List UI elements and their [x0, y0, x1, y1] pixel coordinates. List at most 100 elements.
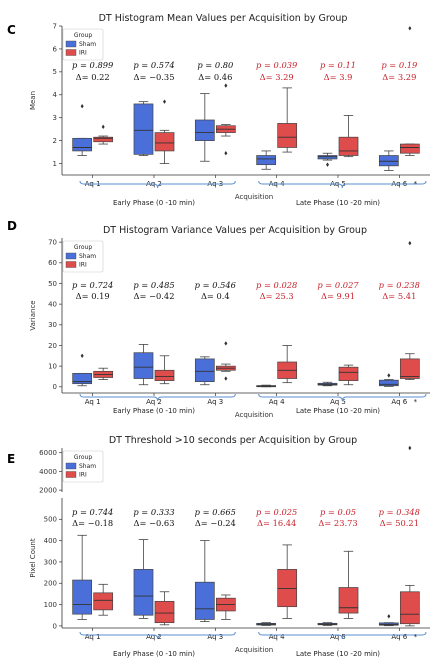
effect-size-label: Δ= 23.73 — [318, 518, 357, 528]
late-phase-label: Late Phase (10 -20 min) — [296, 650, 380, 658]
x-tick-label: Aq 4 — [269, 398, 285, 406]
y-tick-label: 20 — [48, 342, 57, 350]
effect-size-label: Δ= 0.22 — [76, 72, 110, 82]
y-tick-label: 200 — [44, 580, 57, 588]
p-value-label: p = 0.238 — [379, 280, 420, 290]
effect-size-label: Δ= 50.21 — [380, 518, 419, 528]
y-tick-label: 100 — [44, 601, 57, 609]
p-value-label: p = 0.80 — [197, 60, 234, 70]
iri-box-aq6 — [399, 240, 420, 380]
x-tick-label: Aq 4 — [269, 633, 285, 641]
panel-letter: D — [7, 219, 17, 233]
legend-label-iri: IRI — [79, 50, 87, 57]
effect-size-label: Δ= −0.42 — [133, 291, 174, 301]
outlier-point — [101, 124, 105, 130]
effect-size-label: Δ= 5.41 — [382, 291, 416, 301]
iri-box-aq1 — [93, 124, 114, 145]
legend-label-iri: IRI — [79, 262, 87, 269]
y-tick-label: 0 — [53, 622, 57, 630]
sham-box-aq2 — [133, 344, 154, 386]
y-tick-label: 4000 — [39, 468, 57, 476]
x-tick-label: Aq 3 — [207, 398, 223, 406]
outlier-point — [80, 353, 84, 358]
legend-swatch-sham — [65, 252, 77, 260]
iri-box-aq4 — [277, 544, 298, 619]
x-axis-label: Acquisition — [235, 646, 273, 654]
iri-box-aq6 — [399, 26, 420, 156]
legend-label-sham: Sham — [79, 41, 96, 48]
x-tick-label: Aq 6 — [391, 633, 407, 641]
y-tick-label: 2000 — [39, 487, 57, 495]
y-tick-label: 7 — [53, 22, 57, 30]
p-value-label: p = 0.027 — [317, 280, 359, 290]
outlier-point — [224, 341, 228, 346]
outlier-point — [325, 162, 329, 167]
aq6-asterisk: * — [414, 398, 418, 406]
effect-size-label: Δ= 0.19 — [76, 291, 110, 301]
box-iqr — [256, 155, 277, 166]
outlier-point — [408, 445, 412, 451]
panel-c-mean-chart: C DT Histogram Mean Values per Acquisitio… — [7, 13, 430, 207]
outlier-point — [224, 376, 228, 381]
early-phase-label: Early Phase (0 -10 min) — [113, 407, 195, 415]
late-phase-brace — [258, 180, 427, 189]
iri-box-aq2 — [154, 355, 175, 385]
sham-box-aq1 — [72, 534, 93, 620]
legend: Group Sham IRI — [62, 240, 104, 273]
p-value-label: p = 0.724 — [72, 280, 113, 290]
effect-size-label: Δ= 3.29 — [382, 72, 416, 82]
panel-e-threshold-chart: E DT Threshold >10 seconds per Acquisitio… — [7, 435, 430, 658]
sham-box-aq2 — [133, 539, 154, 619]
x-axis-label: Acquisition — [235, 193, 273, 201]
outlier-point — [387, 614, 391, 619]
p-value-label: p = 0.025 — [256, 507, 297, 517]
p-value-label: p = 0.744 — [72, 507, 113, 517]
aq6-asterisk: * — [414, 180, 418, 188]
outlier-point — [408, 240, 412, 246]
x-tick-label: Aq 1 — [85, 398, 101, 406]
legend-swatch-iri — [65, 49, 77, 56]
p-value-label: p = 0.485 — [133, 280, 174, 290]
sham-box-aq4 — [256, 384, 277, 388]
y-tick-label: 6 — [53, 45, 58, 53]
early-phase-brace — [79, 631, 236, 640]
iri-box-aq3 — [215, 83, 236, 156]
iri-box-aq5 — [338, 550, 359, 619]
legend-swatch-iri — [65, 261, 77, 268]
box-iqr — [378, 379, 399, 387]
legend-swatch-sham — [65, 40, 77, 48]
p-value-label: p = 0.899 — [72, 60, 114, 70]
y-tick-label: 0 — [53, 383, 57, 391]
legend-title: Group — [74, 32, 92, 39]
y-tick-label: 60 — [48, 259, 57, 267]
box-iqr — [154, 601, 175, 624]
iri-box-aq6 — [399, 445, 420, 627]
sham-box-aq2 — [133, 101, 154, 156]
effect-size-label: Δ= −0.24 — [195, 518, 236, 528]
y-axis-label: Pixel Count — [29, 538, 37, 577]
y-tick-label: 2 — [53, 137, 57, 145]
effect-size-label: Δ= 3.29 — [260, 72, 294, 82]
early-phase-label: Early Phase (0 -10 min) — [113, 650, 195, 658]
x-axis-label: Acquisition — [235, 411, 273, 419]
early-phase-label: Early Phase (0 -10 min) — [113, 199, 195, 207]
p-value-label: p = 0.574 — [133, 60, 174, 70]
sham-box-aq5 — [317, 622, 338, 626]
box-iqr — [72, 579, 93, 615]
box-iqr — [93, 136, 114, 143]
p-value-label: p = 0.333 — [133, 507, 174, 517]
sham-box-aq1 — [72, 353, 93, 387]
sham-box-aq6 — [378, 373, 399, 387]
legend-swatch-sham — [65, 462, 77, 470]
early-phase-brace — [79, 180, 236, 189]
y-tick-label: 10 — [48, 363, 57, 371]
legend-title: Group — [74, 244, 92, 251]
p-value-label: p = 0.028 — [256, 280, 297, 290]
iri-box-aq4 — [277, 345, 298, 384]
outlier-point — [224, 151, 228, 156]
iri-box-aq5 — [338, 115, 359, 158]
box-iqr — [277, 569, 298, 608]
box-iqr — [194, 119, 215, 141]
box-iqr — [399, 591, 420, 625]
box-iqr — [194, 358, 215, 382]
